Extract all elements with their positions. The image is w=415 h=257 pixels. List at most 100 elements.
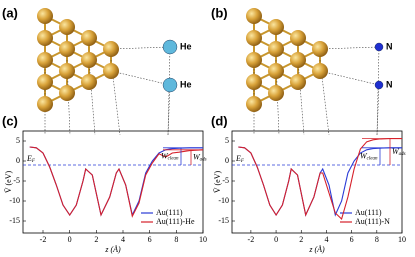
- legend-label: Au(111)-He: [156, 217, 195, 226]
- y-tick-label: 0: [16, 156, 20, 165]
- plot-frame: [22, 130, 204, 234]
- work-function-label: Wclean: [360, 151, 378, 161]
- guide: [167, 46, 171, 136]
- guide: [167, 84, 171, 136]
- au-atom: [312, 41, 328, 57]
- au-atom: [246, 30, 262, 46]
- x-tick-label: 0: [68, 235, 72, 244]
- y-tick-label: -5: [222, 176, 229, 185]
- au-atom: [81, 74, 97, 90]
- y-axis-label: V̄ (eV): [4, 171, 13, 194]
- legend-label: Au(111): [355, 208, 382, 217]
- au-atom: [37, 96, 53, 112]
- x-tick-label: 0: [274, 235, 278, 244]
- y-tick-label: 5: [16, 136, 20, 145]
- x-tick-label: 8: [174, 235, 178, 244]
- au-atom: [246, 8, 262, 24]
- plot-frame: [231, 130, 403, 234]
- x-tick-label: 4: [324, 235, 328, 244]
- au-atom: [268, 63, 284, 79]
- w-subscript: clean: [168, 157, 179, 162]
- work-function-label: Wclean: [161, 151, 179, 161]
- w-symbol: W: [392, 147, 400, 156]
- au-atom: [246, 74, 262, 90]
- w-subscript: ads: [200, 158, 207, 163]
- au-atom: [268, 85, 284, 101]
- guide: [110, 70, 171, 86]
- x-tick-label: 10: [398, 235, 406, 244]
- au-atom: [103, 41, 119, 57]
- panel-label: (d): [211, 113, 228, 128]
- y-tick-label: 0: [225, 156, 229, 165]
- legend-label: Au(111): [156, 208, 183, 217]
- atom-label: N: [386, 79, 393, 89]
- w-subscript: ads: [399, 152, 406, 157]
- au-atom: [268, 41, 284, 57]
- guide: [319, 46, 380, 50]
- fermi-symbol: E: [26, 154, 32, 163]
- au-atom: [81, 52, 97, 68]
- au-atom: [81, 30, 97, 46]
- au-atom: [268, 19, 284, 35]
- atom-label: He: [180, 41, 192, 51]
- x-axis-label: z (Å): [308, 245, 325, 254]
- y-axis-label: V̄ (eV): [213, 171, 222, 194]
- y-tick-label: -10: [218, 196, 229, 205]
- au-atom: [312, 63, 328, 79]
- panel-label: (c): [2, 113, 18, 128]
- atom-label: He: [180, 79, 192, 89]
- fermi-subscript: F: [31, 159, 36, 164]
- series-line: [29, 146, 204, 218]
- au-atom: [290, 74, 306, 90]
- w-symbol: W: [360, 151, 368, 160]
- fermi-symbol: E: [235, 154, 241, 163]
- y-tick-label: -5: [13, 176, 20, 185]
- atom-label: N: [386, 41, 393, 51]
- x-tick-label: 2: [94, 235, 98, 244]
- au-atom: [59, 41, 75, 57]
- adsorbate-atom: [374, 42, 384, 52]
- fermi-subscript: F: [240, 159, 245, 164]
- y-tick-label: -15: [218, 216, 229, 225]
- au-atom: [59, 19, 75, 35]
- adsorbate-atom: [162, 77, 178, 93]
- au-atom: [246, 96, 262, 112]
- x-tick-label: 8: [375, 235, 379, 244]
- panel-label: (a): [2, 5, 18, 20]
- x-tick-label: 10: [199, 235, 207, 244]
- au-atom: [246, 52, 262, 68]
- work-function-label: Wads: [193, 152, 207, 162]
- x-tick-label: 6: [148, 235, 152, 244]
- panel-label: (b): [211, 5, 228, 20]
- series-line: [238, 138, 402, 221]
- guide: [297, 59, 305, 136]
- au-atom: [103, 63, 119, 79]
- legend-label: Au(111)-N: [355, 217, 390, 226]
- au-atom: [37, 8, 53, 24]
- w-symbol: W: [193, 152, 201, 161]
- adsorbate-atom: [374, 80, 384, 90]
- guide: [110, 46, 171, 50]
- guide: [319, 70, 380, 86]
- x-tick-label: 6: [350, 235, 354, 244]
- au-atom: [37, 74, 53, 90]
- work-function-label: Wads: [392, 147, 406, 157]
- adsorbate-atom: [162, 39, 178, 55]
- w-subscript: clean: [367, 157, 378, 162]
- guide: [88, 59, 96, 136]
- y-tick-label: -10: [9, 196, 20, 205]
- y-tick-label: 5: [225, 136, 229, 145]
- x-tick-label: -2: [40, 235, 47, 244]
- x-tick-label: 4: [121, 235, 125, 244]
- au-atom: [290, 52, 306, 68]
- au-atom: [59, 63, 75, 79]
- x-tick-label: 2: [299, 235, 303, 244]
- au-atom: [37, 30, 53, 46]
- au-atom: [37, 52, 53, 68]
- au-atom: [290, 30, 306, 46]
- x-tick-label: -2: [248, 235, 255, 244]
- w-symbol: W: [161, 151, 169, 160]
- guide: [376, 46, 380, 136]
- y-tick-label: -15: [9, 216, 20, 225]
